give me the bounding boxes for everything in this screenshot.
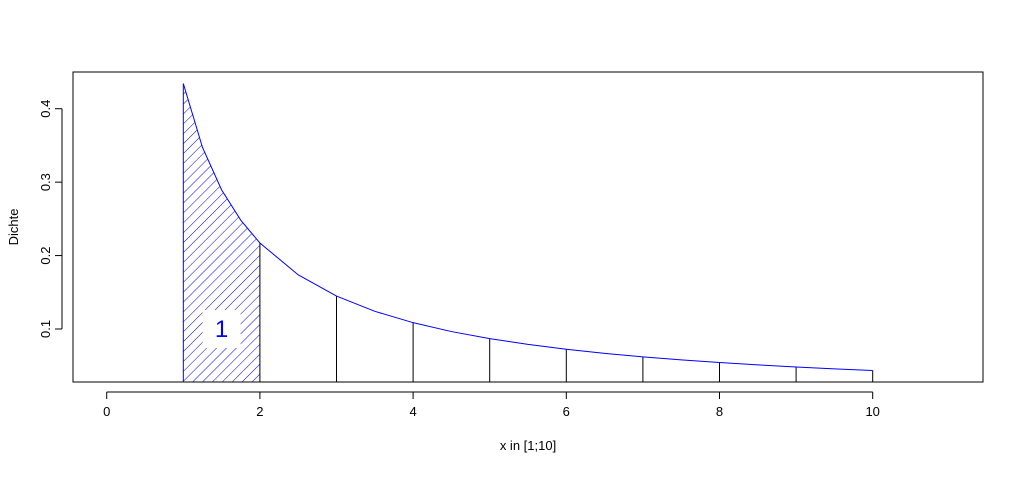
annotation-box xyxy=(202,309,241,348)
y-tick-label: 0.3 xyxy=(38,173,53,191)
x-tick-label: 6 xyxy=(563,404,570,419)
x-tick-label: 2 xyxy=(256,404,263,419)
x-tick-label: 8 xyxy=(716,404,723,419)
x-tick-label: 10 xyxy=(865,404,879,419)
annotation: 1 xyxy=(215,316,228,343)
x-tick-label: 4 xyxy=(409,404,416,419)
y-axis-label: Dichte xyxy=(6,209,21,246)
hatch-area xyxy=(183,83,260,382)
x-axis-label: x in [1;10] xyxy=(500,438,556,453)
x-tick-label: 0 xyxy=(103,404,110,419)
density-curve xyxy=(182,83,873,372)
y-tick-label: 0.2 xyxy=(38,247,53,265)
y-tick-label: 0.1 xyxy=(38,320,53,338)
y-tick-label: 0.4 xyxy=(38,100,53,118)
